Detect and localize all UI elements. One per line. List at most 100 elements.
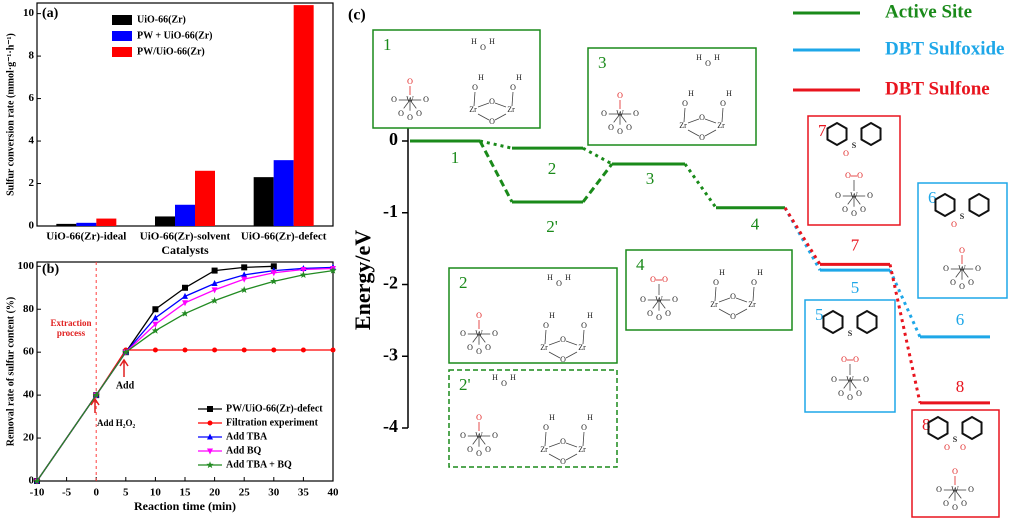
- y-tick-label: 40: [23, 389, 35, 401]
- bond: [544, 431, 547, 447]
- ring: [934, 192, 956, 218]
- bond: [954, 489, 962, 499]
- panel-label: (c): [348, 7, 366, 24]
- data-point: [152, 321, 159, 328]
- atom-label: O: [835, 191, 841, 200]
- y-tick-label: 8: [29, 50, 35, 62]
- atom-label: O: [560, 355, 566, 364]
- atom-label: O: [751, 278, 757, 287]
- x-tick-label: 35: [298, 487, 310, 499]
- data-point: [270, 263, 277, 270]
- atom-label: H: [547, 273, 553, 282]
- atom-label: O: [485, 343, 491, 352]
- box-label: 7: [818, 121, 827, 140]
- connector: [479, 139, 513, 150]
- bar: [253, 177, 274, 226]
- bond: [721, 107, 724, 123]
- bond: [565, 340, 578, 346]
- bond: [472, 333, 480, 343]
- bond: [849, 379, 857, 389]
- legend-label: UiO-66(Zr): [137, 14, 186, 25]
- atom-label: O: [863, 375, 869, 384]
- bond: [658, 299, 666, 309]
- atom-label: W: [406, 95, 414, 104]
- bond: [582, 431, 585, 447]
- atom-label: O: [510, 83, 516, 92]
- bond: [752, 286, 755, 302]
- data-point: [182, 292, 188, 299]
- atom-label: O: [543, 321, 549, 330]
- atom-label: O: [617, 127, 623, 136]
- data-point: [329, 266, 337, 274]
- bond: [548, 442, 561, 448]
- x-axis-label: Catalysts: [161, 243, 209, 257]
- bond: [619, 113, 627, 123]
- atom-label: O: [501, 379, 507, 388]
- data-point: [300, 267, 307, 274]
- annotation: Add: [116, 380, 135, 391]
- bond: [403, 99, 411, 109]
- bar: [273, 160, 294, 226]
- atom-label: O: [975, 264, 981, 273]
- y-tick-label: 0: [389, 129, 398, 149]
- atom-label: H: [471, 37, 477, 46]
- data-point: [212, 347, 218, 353]
- level-label: 1: [451, 148, 460, 167]
- box-label: 1: [383, 35, 392, 54]
- atom-label: O: [665, 309, 671, 318]
- connector: [581, 163, 614, 203]
- atom-label: O: [560, 437, 566, 446]
- atom-label: O: [867, 191, 873, 200]
- atom-label: O: [853, 355, 859, 364]
- y-tick-label: 10: [23, 7, 35, 19]
- atom-label: O: [952, 467, 958, 476]
- atom-label: Zr: [679, 121, 687, 130]
- data-point: [122, 348, 130, 356]
- bond: [582, 329, 585, 345]
- bond: [494, 102, 507, 108]
- bond: [955, 268, 963, 278]
- atom-label: W: [475, 431, 483, 440]
- atom-label: O: [699, 133, 705, 142]
- x-tick-label: 5: [123, 487, 129, 499]
- atom-label: O: [485, 445, 491, 454]
- atom-label: H: [510, 373, 516, 382]
- atom-label: O: [489, 117, 495, 126]
- atom-label: H: [549, 413, 555, 422]
- x-tick-label: UiO-66(Zr)-ideal: [46, 231, 126, 243]
- bond: [704, 129, 717, 137]
- ring: [927, 415, 949, 441]
- atom-label: O: [398, 109, 404, 118]
- legend-marker: [207, 433, 213, 440]
- atom-label: O: [467, 445, 473, 454]
- annotation: Extraction process: [50, 318, 92, 338]
- bond: [687, 118, 700, 124]
- level-label: 2': [546, 217, 558, 236]
- bond: [718, 308, 731, 316]
- atom-label: O: [476, 311, 482, 320]
- atom-label: O: [617, 91, 623, 100]
- box-label: 2: [459, 273, 468, 292]
- y-axis-label: Sulfur conversion rate (mmol·g⁻¹·h⁻¹): [5, 33, 16, 196]
- connector: [582, 146, 613, 166]
- atom-label: W: [951, 485, 959, 494]
- atom-label: W: [475, 329, 483, 338]
- legend-label: DBT Sulfone: [885, 78, 990, 99]
- atom-label: W: [850, 191, 858, 200]
- atom-label: O: [650, 275, 656, 284]
- atom-label: Zr: [578, 343, 586, 352]
- atom-label: S: [953, 435, 958, 444]
- ring: [822, 309, 844, 335]
- bond: [704, 118, 717, 124]
- atom-label: H: [549, 311, 555, 320]
- data-point: [241, 271, 248, 278]
- connector: [683, 163, 718, 209]
- atom-label: O: [489, 97, 495, 106]
- atom-label: Zr: [540, 445, 548, 454]
- data-point: [271, 347, 277, 353]
- bond: [843, 379, 851, 389]
- atom-label: H: [719, 268, 725, 277]
- atom-label: O: [968, 485, 974, 494]
